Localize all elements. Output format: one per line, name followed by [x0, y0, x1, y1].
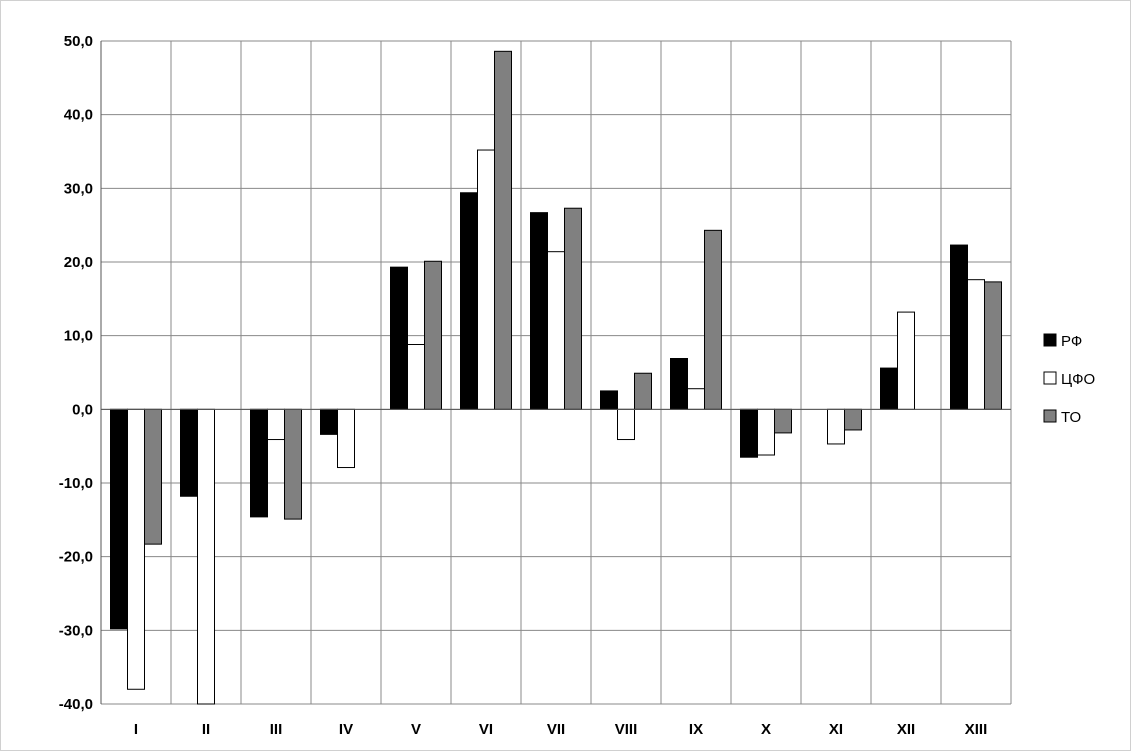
bar-РФ-V — [390, 266, 408, 410]
bar-ЦФО-III — [267, 408, 285, 441]
bar-ТО-I — [144, 408, 162, 545]
bar-РФ-IX — [670, 358, 688, 410]
legend-swatch — [1043, 409, 1057, 423]
bar-ТО-XIII — [984, 281, 1002, 410]
bar-РФ-II — [180, 408, 198, 497]
axes — [100, 41, 1011, 704]
bar-РФ-VIII — [600, 390, 618, 410]
bar-ЦФО-VII — [547, 251, 565, 410]
x-tick-label: III — [270, 721, 283, 738]
bar-ТО-VIII — [634, 372, 652, 410]
y-tick-label: -30,0 — [59, 622, 93, 639]
bar-РФ-X — [740, 408, 758, 458]
bar-ЦФО-VIII — [617, 408, 635, 441]
x-tick-label: I — [134, 721, 138, 738]
x-tick-label: XII — [897, 721, 915, 738]
bar-ЦФО-VI — [477, 149, 495, 410]
bar-ТО-IX — [704, 229, 722, 410]
legend-label: ЦФО — [1061, 371, 1095, 388]
y-tick-label: 10,0 — [64, 328, 93, 345]
x-tick-label: IX — [689, 721, 703, 738]
y-tick-label: 0,0 — [72, 401, 93, 418]
x-tick-label: XI — [829, 721, 843, 738]
bar-ЦФО-XII — [897, 311, 915, 410]
bar-РФ-I — [110, 408, 128, 630]
legend-swatch — [1043, 371, 1057, 385]
legend-label: РФ — [1061, 333, 1082, 350]
bar-РФ-XIII — [950, 244, 968, 410]
bar-ЦФО-I — [127, 408, 145, 690]
x-tick-label: IV — [339, 721, 353, 738]
x-tick-label: VI — [479, 721, 493, 738]
x-tick-label: II — [202, 721, 210, 738]
x-tick-label: X — [761, 721, 771, 738]
bar-ТО-V — [424, 260, 442, 410]
bar-РФ-IV — [320, 408, 338, 435]
bar-ЦФО-XIII — [967, 279, 985, 410]
bar-ТО-VII — [564, 207, 582, 410]
bar-ЦФО-II — [197, 408, 215, 705]
bar-ЦФО-XI — [827, 408, 845, 445]
bars — [110, 50, 1002, 705]
bar-ТО-XI — [844, 408, 862, 431]
x-tick-label: VIII — [615, 721, 638, 738]
legend-label: ТО — [1061, 409, 1081, 426]
bar-РФ-XII — [880, 367, 898, 410]
bar-РФ-VII — [530, 212, 548, 410]
legend-swatch — [1043, 333, 1057, 347]
y-tick-label: -40,0 — [59, 696, 93, 713]
bar-РФ-VI — [460, 192, 478, 410]
y-tick-label: 30,0 — [64, 180, 93, 197]
y-tick-label: 40,0 — [64, 107, 93, 124]
bar-РФ-III — [250, 408, 268, 518]
x-tick-label: VII — [547, 721, 565, 738]
bar-ЦФО-IX — [687, 388, 705, 410]
x-tick-label: V — [411, 721, 421, 738]
x-tick-label: XIII — [965, 721, 988, 738]
bar-ТО-VI — [494, 50, 512, 410]
legend: РФ ЦФО ТО — [1043, 333, 1095, 426]
bar-ТО-III — [284, 408, 302, 520]
y-tick-label: -10,0 — [59, 475, 93, 492]
y-tick-labels: -40,0 -30,0 -20,0 -10,0 0,0 10,0 20,0 30,0 40,0 5… — [59, 33, 93, 713]
x-tick-labels: I II III IV V VI VII VIII IX X XI XII XIII — [134, 721, 987, 738]
y-tick-label: 20,0 — [64, 254, 93, 271]
y-tick-label: -20,0 — [59, 549, 93, 566]
bar-ЦФО-X — [757, 408, 775, 456]
bar-ТО-X — [774, 408, 792, 434]
bar-ЦФО-V — [407, 344, 425, 410]
bar-ЦФО-IV — [337, 408, 355, 469]
y-tick-label: 50,0 — [64, 33, 93, 50]
